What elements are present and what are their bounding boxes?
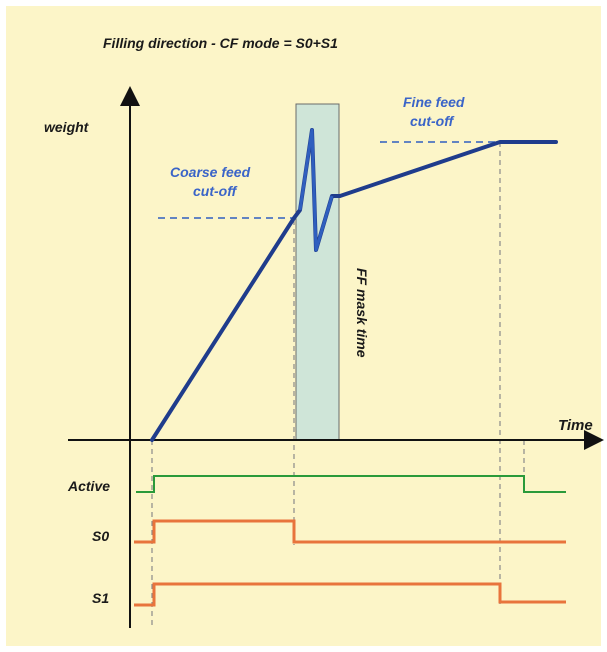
coarse-feed-label-line1: Coarse feed (170, 164, 251, 180)
s0-signal-trace (134, 519, 566, 544)
s0-signal-label: S0 (92, 528, 109, 544)
fine-feed-label-line2: cut-off (410, 113, 455, 129)
diagram-title: Filling direction - CF mode = S0+S1 (103, 35, 338, 51)
ff-mask-time-label: FF mask time (354, 268, 370, 358)
ff-mask-region (295, 103, 340, 441)
coarse-feed-label-line2: cut-off (193, 183, 238, 199)
active-signal-trace (136, 475, 566, 493)
x-axis-label: Time (558, 417, 593, 434)
timing-guides (151, 142, 525, 628)
fine-feed-label-line1: Fine feed (403, 94, 465, 110)
s1-signal-trace (134, 582, 566, 607)
mask-oscillation (298, 128, 334, 252)
y-axis-label: weight (44, 119, 90, 135)
active-signal-label: Active (67, 478, 110, 494)
cutoff-levels (158, 141, 500, 219)
s1-signal-label: S1 (92, 590, 109, 606)
